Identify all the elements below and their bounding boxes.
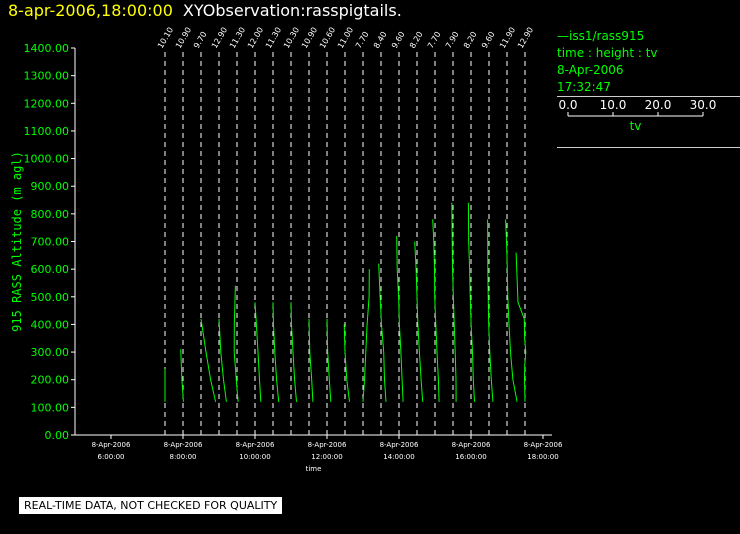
tv-profile-line <box>272 302 280 402</box>
tv-profile-line <box>467 202 475 402</box>
x-tick-date: 8-Apr-2006 <box>380 441 419 449</box>
y-tick-label: 400.00 <box>31 318 70 331</box>
y-tick-label: 1400.00 <box>24 42 70 55</box>
x-axis-label: time <box>306 465 322 473</box>
profile-marker-label: 12.90 <box>516 26 535 50</box>
y-tick-label: 700.00 <box>31 236 70 249</box>
tv-scale-tick-label: 0.0 <box>558 98 577 112</box>
x-tick-time: 6:00:00 <box>98 453 125 461</box>
legend-date: 8-Apr-2006 <box>557 63 624 77</box>
y-tick-label: 1200.00 <box>24 97 70 110</box>
tv-profile-line <box>515 252 527 402</box>
tv-profile-line <box>200 318 217 402</box>
tv-scale-tick-label: 20.0 <box>645 98 672 112</box>
profile-marker-label: 11.00 <box>336 26 355 50</box>
profile-marker-label: 11.90 <box>498 26 517 50</box>
tv-profile-line <box>396 235 404 402</box>
profile-marker-label: 8.40 <box>372 30 389 50</box>
legend-divider <box>557 96 740 97</box>
profile-marker-label: 7.90 <box>444 30 461 50</box>
profile-marker-label: 12.00 <box>246 26 265 50</box>
profile-marker-label: 7.70 <box>354 30 371 50</box>
tv-profile-line <box>233 285 239 402</box>
tv-profile-line <box>451 202 457 402</box>
x-tick-time: 8:00:00 <box>170 453 197 461</box>
y-tick-label: 100.00 <box>31 401 70 414</box>
tv-scale-label: tv <box>630 119 642 133</box>
profile-marker-label: 9.70 <box>192 30 209 50</box>
y-tick-label: 600.00 <box>31 263 70 276</box>
profile-marker-label: 8.20 <box>462 30 479 50</box>
chart-title: 8-apr-2006,18:00:00 XYObservation:rasspig… <box>8 1 402 20</box>
tv-scale-graphic: 0.0 10.0 20.0 30.0 tv <box>558 98 717 133</box>
tv-profile-line <box>487 219 494 402</box>
y-tick-label: 1100.00 <box>24 125 70 138</box>
tv-profile-line <box>290 302 297 402</box>
title-product: XYObservation:rasspigtails. <box>182 1 402 20</box>
tv-profile-line <box>378 263 387 402</box>
y-tick-label: 300.00 <box>31 346 70 359</box>
profile-marker-label: 9.60 <box>480 30 497 50</box>
tv-profile-line <box>308 318 314 402</box>
x-tick-date: 8-Apr-2006 <box>236 441 275 449</box>
y-tick-label: 1300.00 <box>24 70 70 83</box>
x-tick-time: 10:00:00 <box>239 453 270 461</box>
tv-profile-line <box>505 219 518 402</box>
tv-profile-line <box>180 349 184 402</box>
profile-marker-label: 11.30 <box>264 26 283 50</box>
y-tick-label: 200.00 <box>31 374 70 387</box>
x-tick-time: 16:00:00 <box>455 453 486 461</box>
x-tick-date: 8-Apr-2006 <box>164 441 203 449</box>
profile-marker-label: 11.30 <box>228 26 247 50</box>
tv-profile-line <box>362 269 370 402</box>
tv-scale-tick-label: 30.0 <box>690 98 717 112</box>
tv-profile-line <box>414 241 424 402</box>
x-tick-time: 12:00:00 <box>311 453 342 461</box>
x-tick-time: 18:00:00 <box>527 453 558 461</box>
tv-scale: 0.0 10.0 20.0 30.0 tv <box>557 97 740 147</box>
title-date: 8-apr-2006,18:00:00 <box>8 1 173 20</box>
legend-series: —iss1/rass915 <box>557 29 645 43</box>
legend-time: 17:32:47 <box>557 80 611 94</box>
profile-marker-label: 7.70 <box>426 30 443 50</box>
x-tick-date: 8-Apr-2006 <box>308 441 347 449</box>
profile-marker-label: 10.90 <box>174 26 193 50</box>
y-tick-label: 0.00 <box>45 429 70 442</box>
legend-panel: —iss1/rass915 time : height : tv 8-Apr-2… <box>557 28 740 148</box>
x-tick-date: 8-Apr-2006 <box>92 441 131 449</box>
profile-marker-label: 9.60 <box>390 30 407 50</box>
profile-marker-label: 10.90 <box>300 26 319 50</box>
tv-profile-line <box>326 318 332 402</box>
y-tick-label: 500.00 <box>31 291 70 304</box>
y-tick-label: 1000.00 <box>24 153 70 166</box>
profile-marker-label: 8.20 <box>408 30 425 50</box>
quality-disclaimer: REAL-TIME DATA, NOT CHECKED FOR QUALITY <box>19 497 283 514</box>
x-tick-date: 8-Apr-2006 <box>524 441 563 449</box>
tv-profile-line <box>432 219 440 402</box>
profile-marker-label: 10.60 <box>318 26 337 50</box>
legend-divider-bottom <box>557 147 740 148</box>
profile-marker-label: 12.90 <box>210 26 229 50</box>
y-tick-label: 900.00 <box>31 180 70 193</box>
y-axis-label: 915 RASS Altitude (m agl) <box>10 151 24 332</box>
tv-profile-line <box>218 318 227 402</box>
y-tick-label: 800.00 <box>31 208 70 221</box>
x-tick-date: 8-Apr-2006 <box>452 441 491 449</box>
profile-marker-label: 10.10 <box>156 26 175 50</box>
tv-scale-tick-label: 10.0 <box>600 98 627 112</box>
x-tick-time: 14:00:00 <box>383 453 414 461</box>
profile-marker-label: 10.30 <box>282 26 301 50</box>
tv-profile-line <box>254 302 262 402</box>
tv-profile-line <box>343 324 350 402</box>
legend-variables: time : height : tv <box>557 46 658 60</box>
